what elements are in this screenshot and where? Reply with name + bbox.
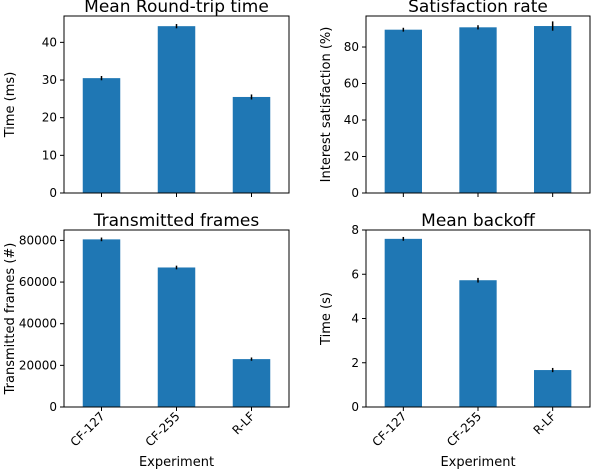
y-axis-label: Time (ms) [3, 72, 18, 139]
y-tick-label: 0 [351, 186, 359, 200]
chart-title: Transmitted frames [93, 211, 260, 231]
y-tick-label: 0 [351, 400, 359, 414]
y-tick-label: 30 [42, 73, 57, 87]
bar-r-lf [534, 370, 572, 407]
y-tick-label: 20000 [19, 358, 57, 372]
y-tick-label: 20 [42, 111, 57, 125]
bar-r-lf [232, 359, 271, 407]
y-tick-label: 0 [49, 400, 57, 414]
bar-r-lf [534, 26, 572, 193]
chart-panel-2: 0 20 40 60 80 Satisfaction rate Interest satis… [319, 0, 591, 200]
chart-title: Satisfaction rate [408, 0, 548, 17]
x-tick-label: CF-127 [369, 409, 409, 449]
chart-panel-3: 0 20000 40000 60000 80000 CF-127 CF-255 R-LF Tra… [3, 211, 290, 470]
bar-cf-255 [459, 27, 497, 194]
x-tick-label: CF-255 [143, 409, 183, 449]
bar-cf-127 [384, 29, 422, 194]
y-axis-label: Interest satisfaction (%) [319, 27, 334, 183]
bar-cf-127 [82, 78, 121, 193]
chart-panel-1: 0 10 20 30 40 Mean Round-trip time Time (ms) [3, 0, 290, 200]
bar-cf-127 [384, 238, 422, 407]
y-tick-label: 60000 [19, 275, 57, 289]
y-tick-label: 2 [351, 356, 359, 370]
y-tick-label: 40 [344, 113, 359, 127]
x-tick-label: CF-255 [444, 409, 484, 449]
y-tick-label: 8 [351, 223, 359, 237]
x-axis-label: Experiment [139, 455, 214, 470]
y-tick-label: 4 [351, 312, 359, 326]
x-tick-label: CF-127 [68, 409, 108, 449]
x-tick-label: R-LF [229, 409, 257, 437]
x-tick-label: R-LF [531, 409, 559, 437]
chart-title: Mean Round-trip time [84, 0, 269, 17]
y-tick-label: 40000 [19, 317, 57, 331]
bar-cf-127 [82, 239, 121, 407]
chart-title: Mean backoff [421, 211, 536, 231]
y-tick-label: 20 [344, 150, 359, 164]
y-tick-label: 80 [344, 40, 359, 54]
y-tick-label: 60 [344, 77, 359, 91]
y-tick-label: 40 [42, 35, 57, 49]
y-axis-label: Time (s) [319, 292, 334, 346]
bar-cf-255 [157, 26, 196, 193]
y-axis-label: Transmitted frames (#) [3, 243, 18, 396]
y-tick-label: 80000 [19, 233, 57, 247]
bar-r-lf [232, 96, 271, 193]
y-tick-label: 10 [42, 148, 57, 162]
chart-panel-4: 0 2 4 6 8 CF-127 CF-255 R-LF Mean backoff Time (s… [319, 211, 591, 470]
y-tick-label: 6 [351, 267, 359, 281]
bar-cf-255 [459, 280, 497, 407]
y-tick-label: 0 [49, 186, 57, 200]
bar-cf-255 [157, 267, 196, 407]
x-axis-label: Experiment [440, 455, 515, 470]
